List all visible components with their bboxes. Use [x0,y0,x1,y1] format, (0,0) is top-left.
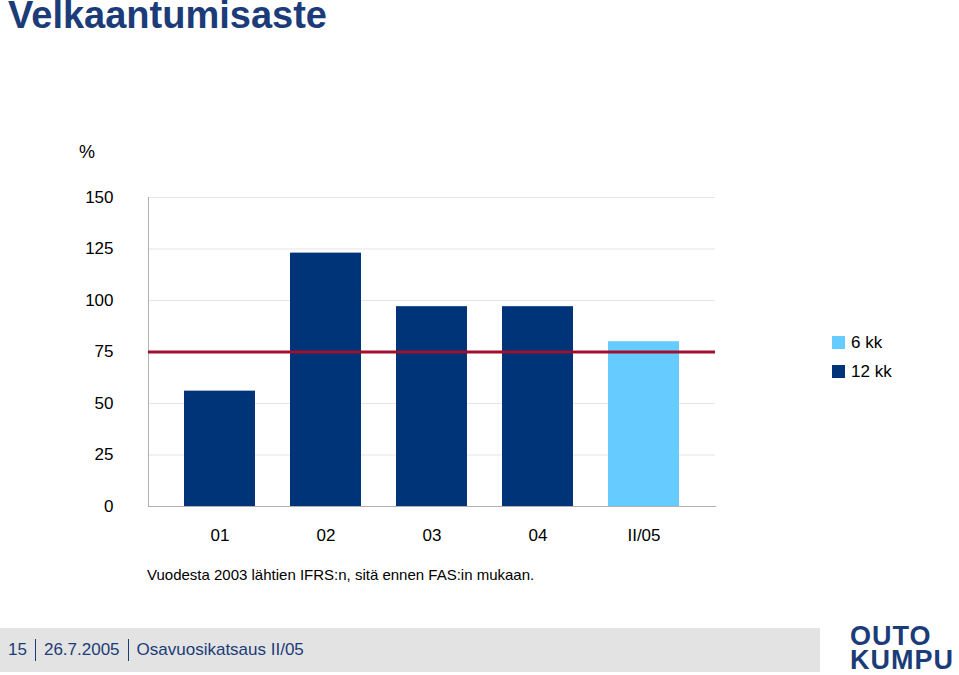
html-text:6 kk: 6 kk [851,332,883,352]
svg-text:0: 0 [104,497,113,516]
svg-text:100: 100 [85,291,113,310]
html-text:15: 15 [8,640,27,659]
svg-text:01: 01 [211,526,230,545]
svg-text:II/05: II/05 [627,526,660,545]
svg-text:03: 03 [423,526,442,545]
html-text:Vuodesta 2003 lähtien IFRS:n,: Vuodesta 2003 lähtien IFRS:n, sitä ennen… [147,566,535,583]
html-text:26.7.2005: 26.7.2005 [43,640,120,659]
html-text:OUTO: OUTO [850,621,932,651]
svg-text:50: 50 [95,394,114,413]
html-text:12 kk: 12 kk [851,361,892,381]
svg-text:25: 25 [95,445,114,464]
svg-text:150: 150 [85,188,113,207]
svg-text:02: 02 [317,526,336,545]
html-text:KUMPU: KUMPU [850,645,954,675]
svg-text:75: 75 [95,342,114,361]
html-text:Osavuosikatsaus II/05: Osavuosikatsaus II/05 [136,640,304,659]
svg-text:125: 125 [85,239,113,258]
svg-text:04: 04 [529,526,548,545]
